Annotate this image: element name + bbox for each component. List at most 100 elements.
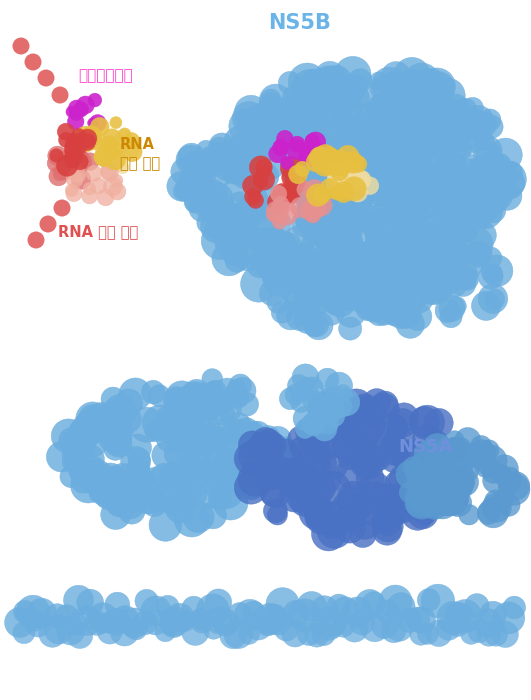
Circle shape [347,139,381,174]
Circle shape [313,186,330,204]
Circle shape [229,192,249,211]
Circle shape [299,146,317,164]
Circle shape [318,278,339,299]
Circle shape [101,136,118,152]
Circle shape [243,127,267,152]
Circle shape [282,226,315,258]
Circle shape [173,395,206,429]
Circle shape [178,395,207,424]
Circle shape [365,259,384,279]
Circle shape [284,153,312,181]
Circle shape [64,612,88,636]
Circle shape [449,168,486,206]
Circle shape [322,210,353,241]
Circle shape [410,76,443,110]
Circle shape [454,174,482,203]
Circle shape [272,118,297,143]
Circle shape [401,173,437,209]
Circle shape [316,368,339,391]
Circle shape [482,493,511,522]
Circle shape [384,230,410,258]
Circle shape [100,471,130,500]
Circle shape [279,183,300,204]
Circle shape [371,510,393,533]
Circle shape [337,250,360,273]
Circle shape [323,405,345,427]
Circle shape [165,494,194,523]
Circle shape [57,151,73,167]
Circle shape [108,463,137,492]
Circle shape [112,420,133,442]
Circle shape [175,407,198,430]
Circle shape [455,98,476,120]
Circle shape [380,90,407,118]
Circle shape [80,135,96,151]
Circle shape [449,468,475,494]
Circle shape [201,222,239,260]
Circle shape [295,419,315,438]
Circle shape [325,386,344,405]
Circle shape [341,200,370,229]
Circle shape [304,316,324,337]
Circle shape [395,167,420,191]
Circle shape [316,267,344,294]
Circle shape [287,449,313,476]
Circle shape [424,118,453,147]
Circle shape [452,116,490,153]
Circle shape [260,476,292,508]
Circle shape [160,607,190,636]
Circle shape [184,151,206,174]
Circle shape [280,94,310,123]
Circle shape [296,416,328,449]
Text: NS5A: NS5A [398,438,452,456]
Circle shape [356,491,390,525]
Circle shape [314,213,345,244]
Circle shape [345,180,373,208]
Circle shape [259,433,286,459]
Circle shape [390,402,418,431]
Circle shape [369,267,390,288]
Circle shape [443,467,474,498]
Circle shape [187,158,206,176]
Circle shape [124,142,140,157]
Circle shape [435,298,459,323]
Circle shape [309,146,332,169]
Circle shape [148,385,170,407]
Circle shape [462,97,484,119]
Circle shape [294,307,320,333]
Circle shape [447,297,466,316]
Circle shape [208,160,234,186]
Circle shape [358,125,390,158]
Circle shape [181,407,213,439]
Circle shape [349,218,380,249]
Circle shape [338,481,367,511]
Circle shape [333,86,360,113]
Circle shape [217,415,238,437]
Circle shape [477,501,500,524]
Circle shape [196,424,222,451]
Circle shape [299,426,329,456]
Circle shape [285,281,320,317]
Circle shape [186,484,207,505]
Circle shape [312,150,338,176]
Circle shape [244,611,273,640]
Circle shape [438,153,466,181]
Circle shape [314,400,338,425]
Circle shape [299,146,328,174]
Circle shape [65,184,78,197]
Circle shape [258,111,281,135]
Circle shape [422,494,447,519]
Circle shape [243,176,263,196]
Circle shape [418,461,447,491]
Circle shape [97,401,132,436]
Circle shape [57,617,85,645]
Circle shape [359,115,384,139]
Circle shape [175,473,203,501]
Circle shape [332,405,356,428]
Circle shape [95,410,116,432]
Circle shape [498,494,520,517]
Circle shape [380,435,409,466]
Circle shape [294,256,318,279]
Circle shape [124,468,158,502]
Circle shape [230,151,253,174]
